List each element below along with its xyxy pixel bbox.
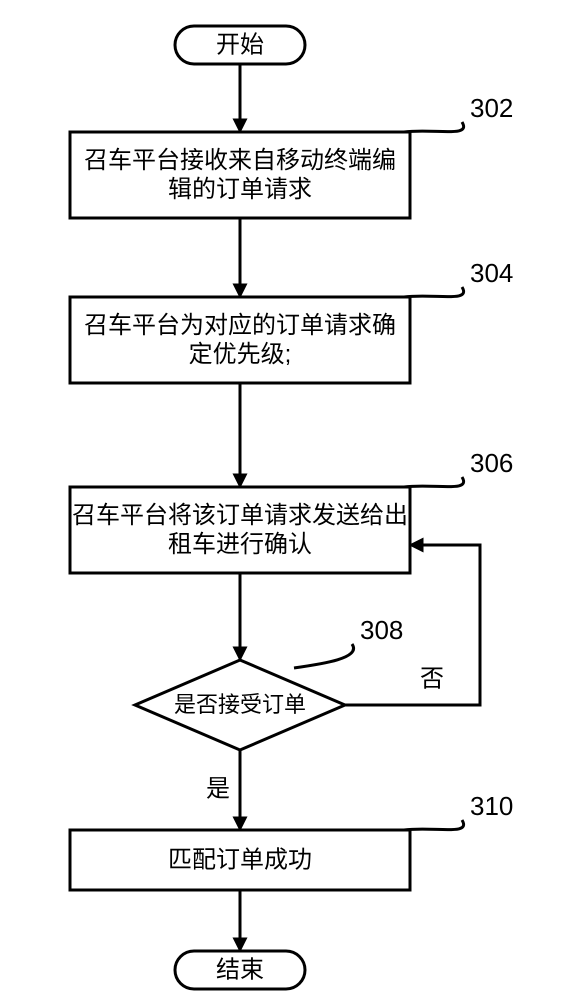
node-n306-line1: 召车平台将该订单请求发送给出	[72, 502, 408, 529]
callout-308-leader	[294, 644, 354, 668]
callout-306-leader	[404, 477, 464, 487]
callout-308-label: 308	[360, 615, 403, 645]
node-n310: 匹配订单成功	[70, 830, 410, 890]
node-end-label: 结束	[216, 956, 264, 983]
callout-302-leader	[404, 122, 464, 132]
node-n310-line1: 匹配订单成功	[168, 846, 312, 873]
node-n302-line1: 召车平台接收来自移动终端编	[84, 147, 396, 174]
node-n306-line2: 租车进行确认	[168, 531, 312, 558]
edge-label-no: 否	[420, 665, 444, 692]
node-n308-label: 是否接受订单	[174, 692, 306, 717]
node-n308: 是否接受订单	[135, 660, 345, 750]
node-n304-line2: 定优先级;	[189, 341, 292, 368]
callout-304-label: 304	[470, 258, 513, 288]
node-n306: 召车平台将该订单请求发送给出租车进行确认	[70, 487, 410, 573]
node-start: 开始	[175, 26, 305, 64]
edge-label-是: 是	[206, 775, 230, 802]
flowchart-svg: 开始召车平台接收来自移动终端编辑的订单请求召车平台为对应的订单请求确定优先级;召…	[0, 0, 565, 1000]
node-n304-line1: 召车平台为对应的订单请求确	[84, 312, 396, 339]
callout-302-label: 302	[470, 93, 513, 123]
node-start-label: 开始	[216, 31, 264, 58]
callout-306-label: 306	[470, 448, 513, 478]
callout-304-leader	[404, 287, 464, 297]
node-n304: 召车平台为对应的订单请求确定优先级;	[70, 297, 410, 383]
node-end: 结束	[175, 951, 305, 989]
callout-310-leader	[404, 820, 464, 830]
node-n302-line2: 辑的订单请求	[168, 176, 312, 203]
node-n302: 召车平台接收来自移动终端编辑的订单请求	[70, 132, 410, 218]
callout-310-label: 310	[470, 791, 513, 821]
